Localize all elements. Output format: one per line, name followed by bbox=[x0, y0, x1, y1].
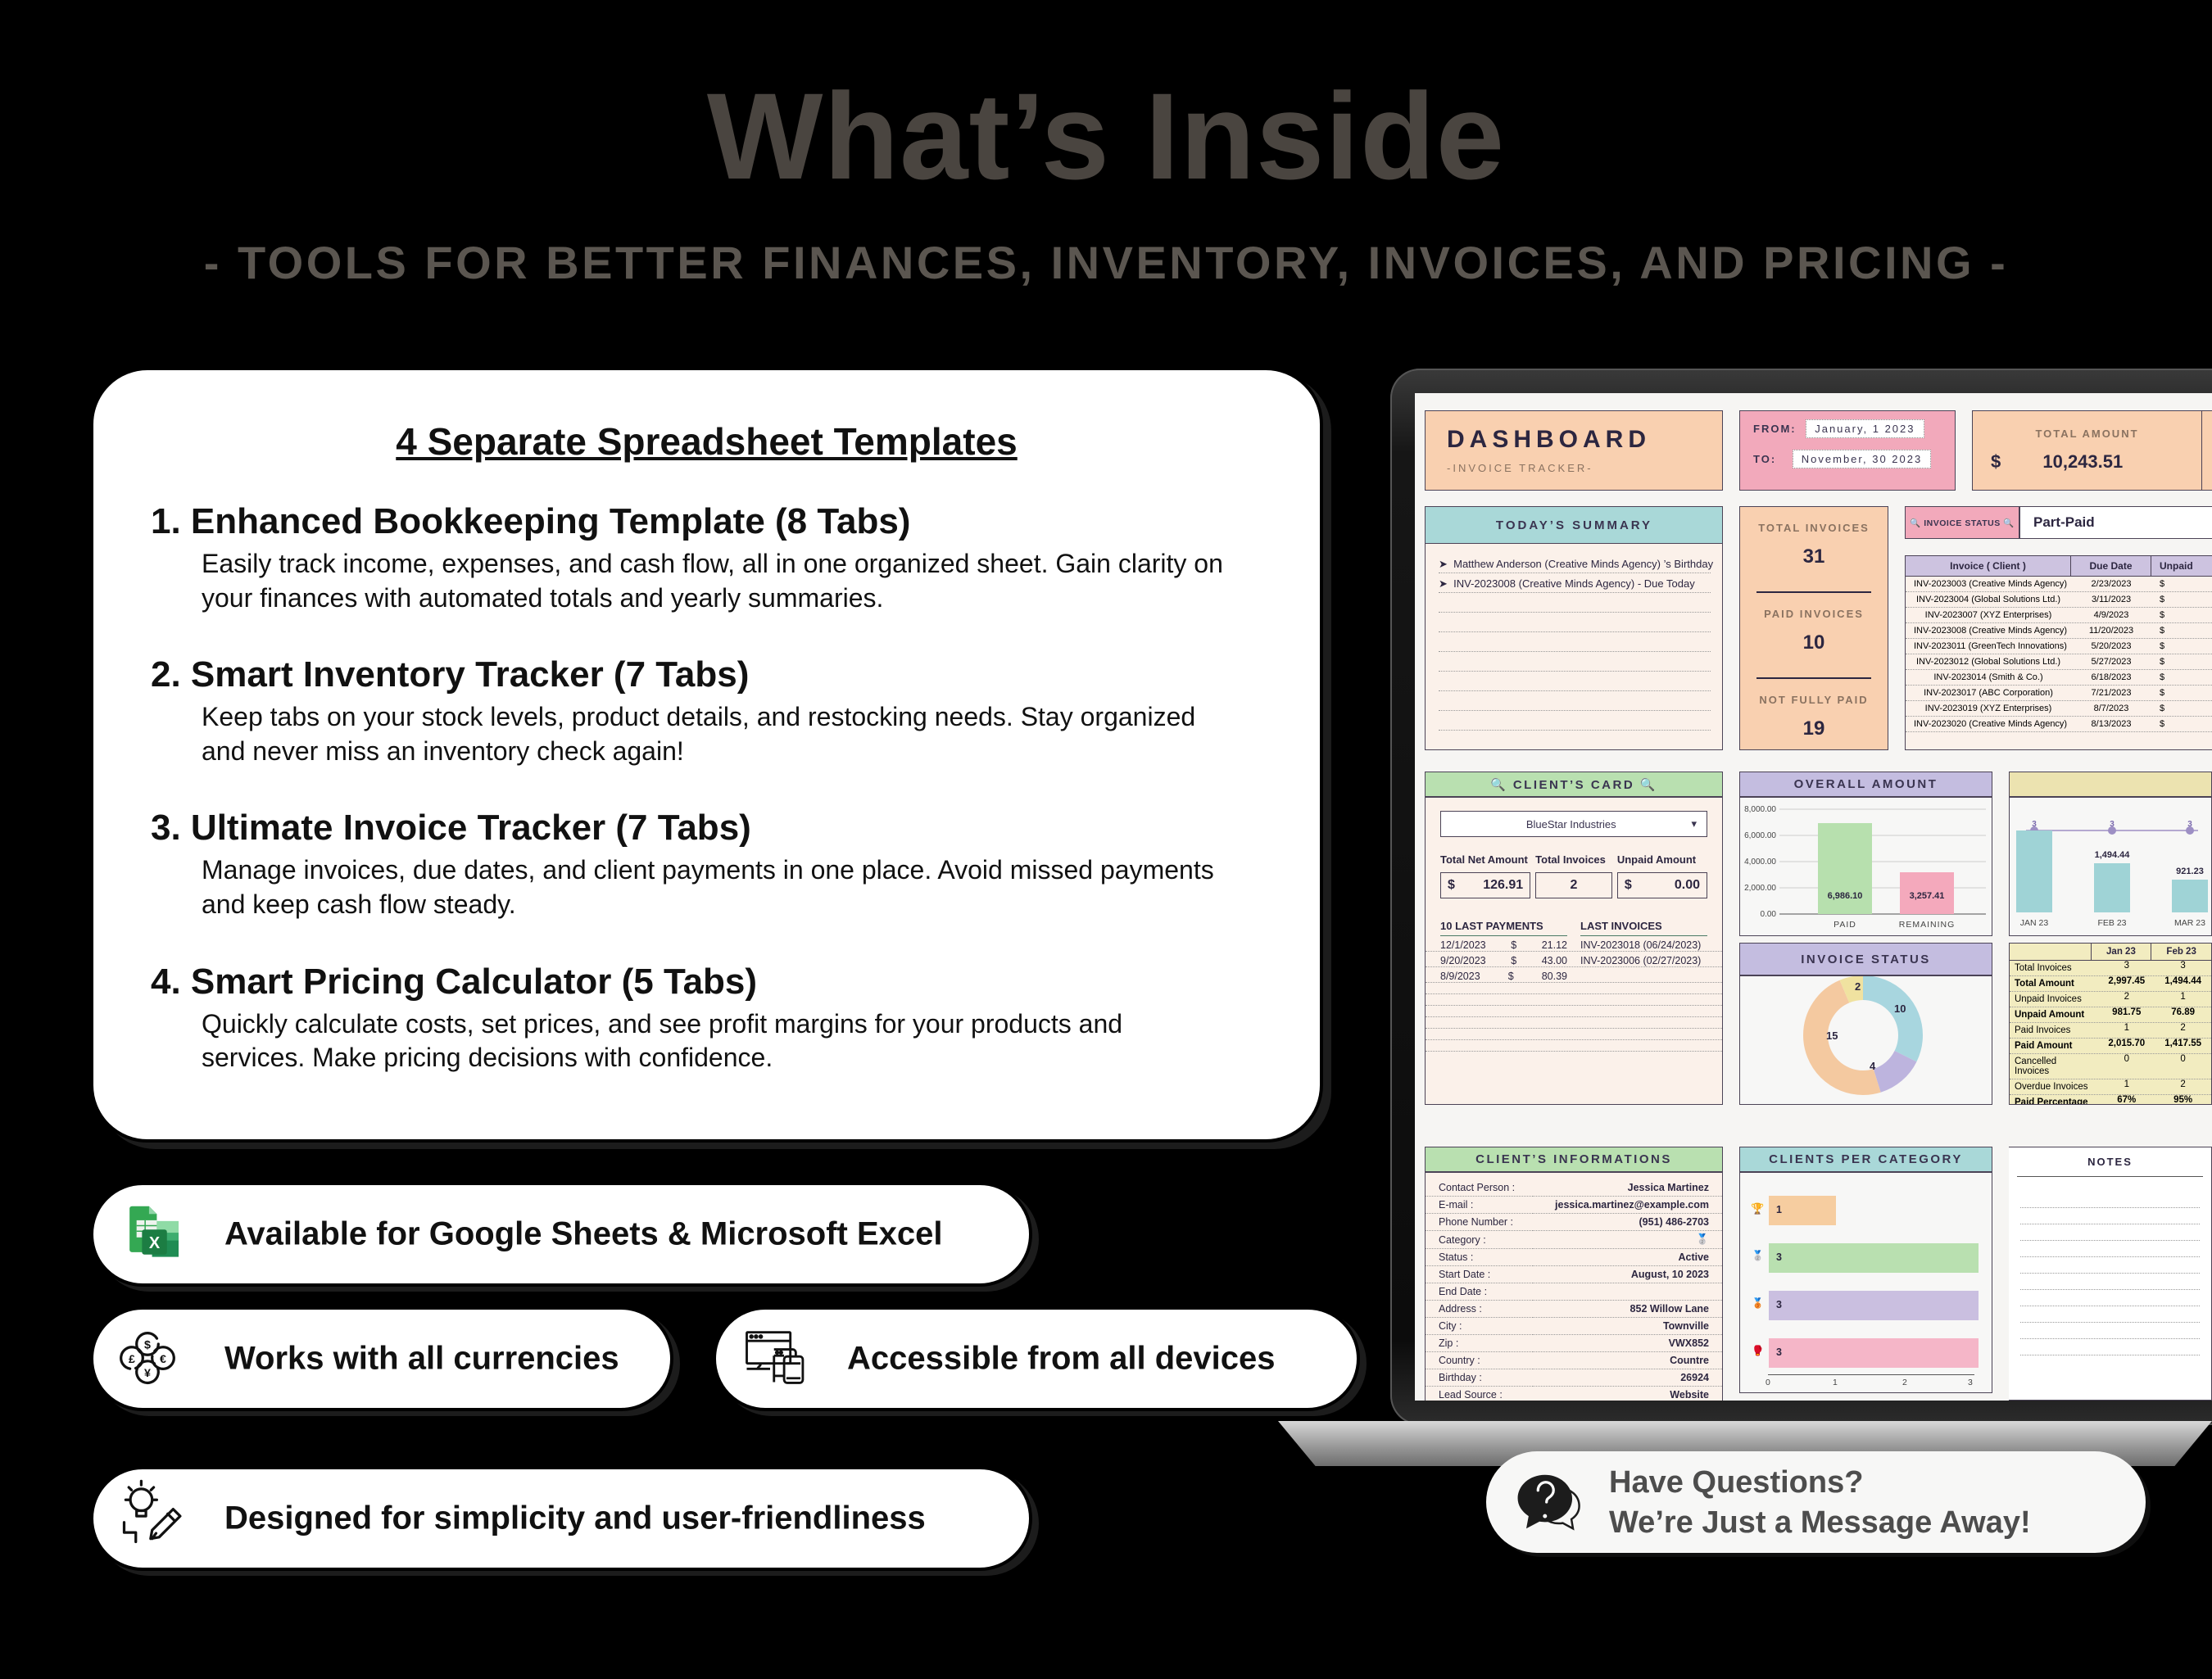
svg-text:£: £ bbox=[129, 1353, 135, 1366]
svg-text:REMAINING: REMAINING bbox=[1899, 920, 1956, 930]
svg-text:3: 3 bbox=[2110, 820, 2115, 829]
svg-text:1,494.44: 1,494.44 bbox=[2095, 850, 2131, 860]
svg-text:15: 15 bbox=[1826, 1030, 1838, 1042]
svg-text:JAN 23: JAN 23 bbox=[2020, 918, 2049, 928]
svg-text:PAID: PAID bbox=[1834, 920, 1856, 930]
svg-text:MAR 23: MAR 23 bbox=[2174, 918, 2205, 928]
svg-text:3: 3 bbox=[2032, 820, 2037, 829]
svg-text:3,257.41: 3,257.41 bbox=[1910, 891, 1945, 901]
svg-text:6,986.10: 6,986.10 bbox=[1828, 891, 1863, 901]
svg-text:€: € bbox=[160, 1353, 166, 1366]
svg-text:4: 4 bbox=[1870, 1060, 1876, 1072]
svg-text:3: 3 bbox=[2187, 820, 2192, 829]
svg-text:2: 2 bbox=[1855, 980, 1861, 993]
svg-text:X: X bbox=[149, 1234, 161, 1252]
svg-text:0.00: 0.00 bbox=[1761, 910, 1777, 919]
svg-text:921.23: 921.23 bbox=[2176, 867, 2204, 876]
svg-text:$: $ bbox=[144, 1339, 151, 1352]
svg-text:FEB 23: FEB 23 bbox=[2097, 918, 2126, 928]
svg-text:8,000.00: 8,000.00 bbox=[1744, 805, 1776, 814]
svg-text:10: 10 bbox=[1894, 1002, 1906, 1015]
svg-text:2,000.00: 2,000.00 bbox=[1744, 884, 1776, 893]
svg-text:4,000.00: 4,000.00 bbox=[1744, 858, 1776, 867]
svg-text:¥: ¥ bbox=[144, 1367, 151, 1380]
svg-text:6,000.00: 6,000.00 bbox=[1744, 831, 1776, 840]
